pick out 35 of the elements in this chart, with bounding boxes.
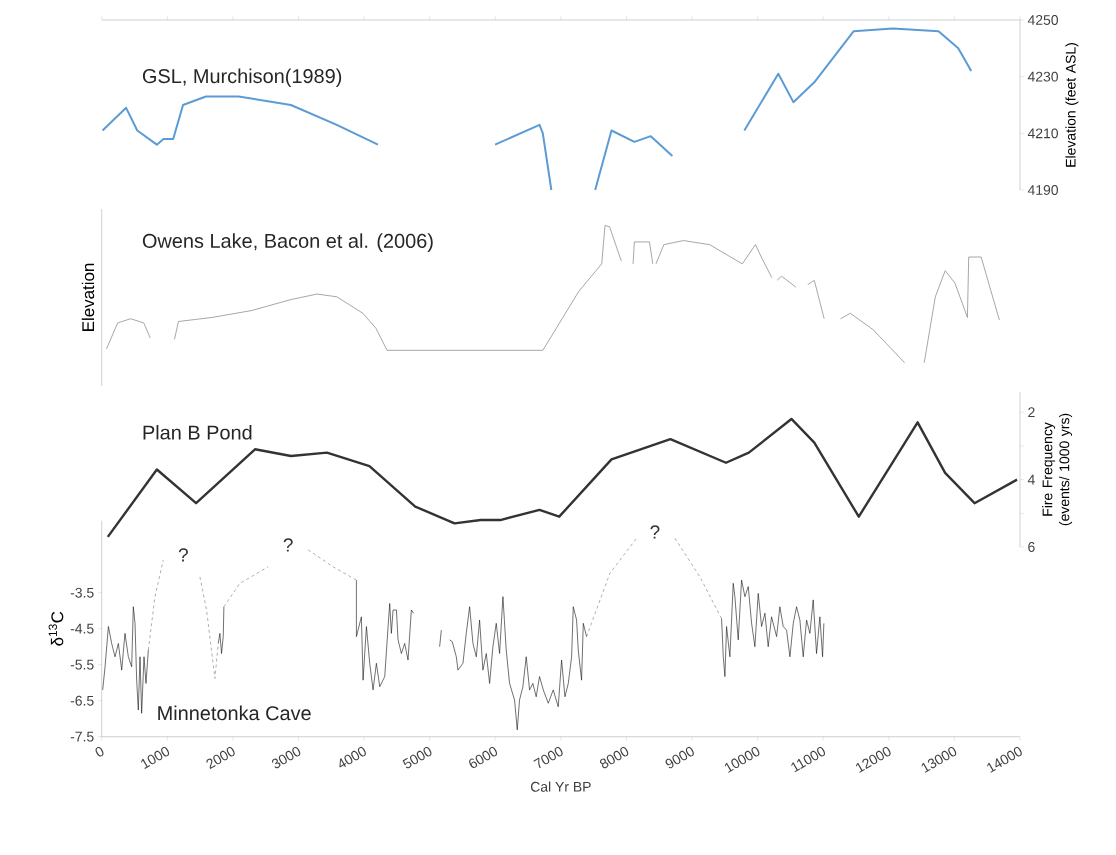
x-tick-label: 1000 — [141, 746, 170, 769]
x-tick-label: 5000 — [402, 746, 432, 769]
y-tick-label: -6.5 — [70, 695, 94, 706]
text: Plan B Pond — [143, 424, 252, 440]
y-axis-title: Fire Frequency (events/ 1000 yrs) — [1042, 413, 1073, 526]
annotation: ? — [650, 525, 660, 539]
y-tick-label: -4.5 — [70, 623, 94, 634]
y-tick-label: 4250 — [1027, 15, 1059, 25]
y-axis-title: Elevation (feet ASL) — [1065, 43, 1079, 167]
x-tick-label: 6000 — [469, 746, 498, 769]
y-tick-label: 4210 — [1027, 128, 1059, 139]
y-tick-label: 4230 — [1027, 71, 1059, 82]
x-tick-label: 8000 — [599, 746, 629, 769]
annotation: ? — [178, 548, 188, 562]
y-tick-label: -7.5 — [70, 731, 94, 742]
y-tick-label: -3.5 — [70, 587, 94, 598]
text: GSL, Murchison(1989) — [142, 68, 342, 88]
text: Minnetonka Cave — [158, 705, 311, 721]
y-tick-label: 4190 — [1027, 185, 1059, 195]
line-series — [106, 417, 1019, 539]
x-tick-label: 2000 — [206, 746, 235, 770]
x-tick-label: 9000 — [665, 746, 694, 769]
y-tick-label: 4 — [1027, 474, 1035, 485]
y-tick-label: -5.5 — [70, 659, 94, 670]
chart-title: Owens Lake, Bacon et al. (2006) — [142, 233, 433, 252]
annotation: ? — [283, 538, 293, 552]
x-tick-label: 7000 — [533, 746, 563, 769]
x-tick-label: 0 — [95, 746, 104, 757]
y-tick-label: 2 — [1028, 407, 1035, 418]
x-tick-label: 4000 — [339, 746, 366, 768]
y-tick-label: 6 — [1028, 542, 1035, 552]
y-axis-title: δ$^{13}$C — [48, 611, 64, 646]
x-axis-title: Cal Yr BP — [530, 781, 591, 792]
x-tick-label: 3000 — [271, 746, 301, 769]
y-axis-title: Elevation — [81, 263, 95, 331]
